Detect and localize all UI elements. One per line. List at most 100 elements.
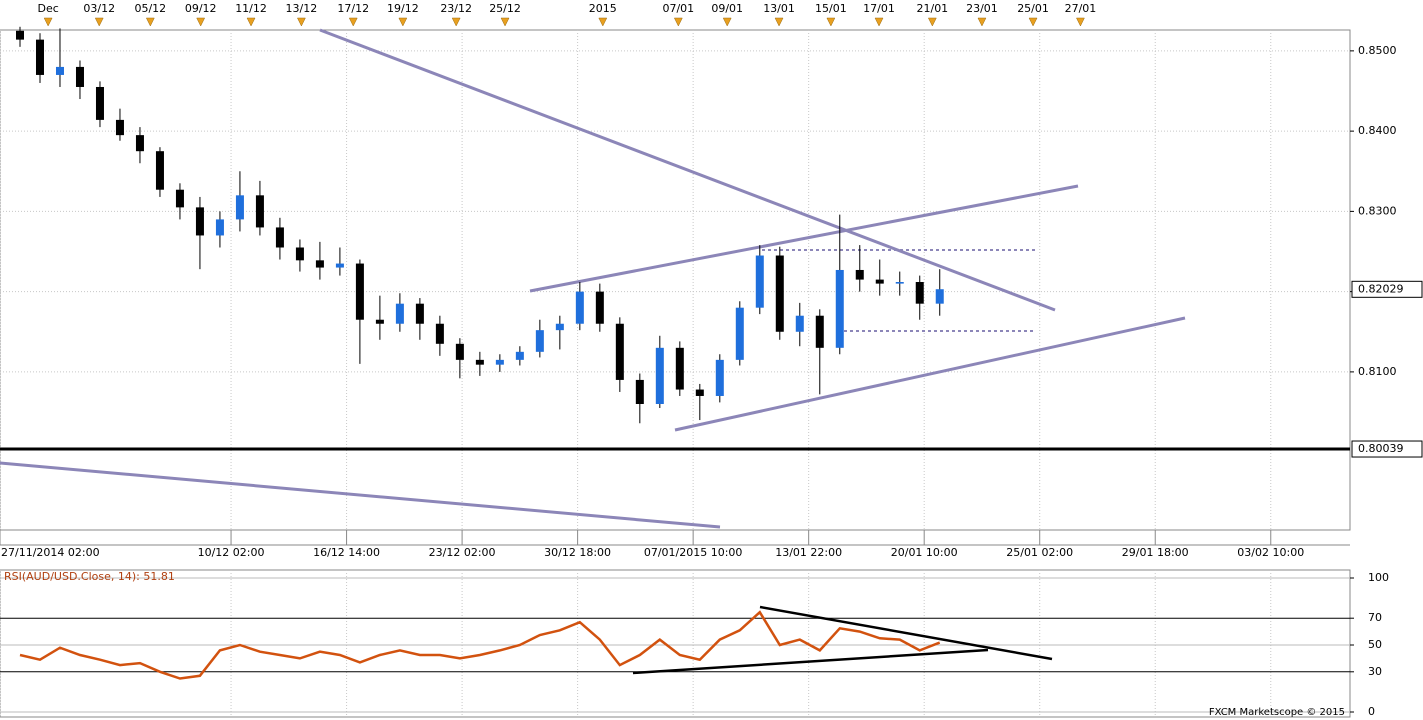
candle [195, 196, 204, 270]
date-marker [500, 17, 510, 27]
candle-body [515, 351, 524, 360]
candle-body [435, 323, 444, 344]
date-marker [1028, 17, 1038, 27]
trend-line [674, 316, 1186, 432]
top-tick-label: 19/12 [387, 2, 419, 15]
candle-body [275, 227, 284, 248]
candle [855, 245, 864, 292]
date-marker [451, 17, 461, 27]
y-tick-label: 50 [1368, 638, 1382, 651]
candle-body [15, 30, 24, 40]
candle [775, 246, 784, 340]
top-tick-label: Dec [37, 2, 58, 15]
top-tick-label: 09/01 [711, 2, 743, 15]
date-marker [673, 17, 683, 27]
candle [335, 247, 344, 276]
price-line-label: 0.80039 [1358, 442, 1404, 455]
candle-body [635, 379, 644, 404]
candle [415, 298, 424, 340]
candle [755, 245, 764, 315]
top-tick-label: 07/01 [662, 2, 694, 15]
top-tick-label: 25/12 [489, 2, 521, 15]
candle [715, 354, 724, 403]
y-tick-label: 100 [1368, 571, 1389, 584]
candle-body [495, 359, 504, 365]
candle-body [695, 389, 704, 396]
top-tick-label: 15/01 [815, 2, 847, 15]
candle [355, 259, 364, 364]
candle-body [595, 291, 604, 324]
candle-body [895, 282, 904, 284]
candle-body [235, 195, 244, 220]
top-tick-label: 23/12 [440, 2, 472, 15]
last-price-label: 0.82029 [1358, 282, 1404, 295]
date-marker [774, 17, 784, 27]
rsi-trend-line [632, 648, 989, 675]
date-marker [874, 17, 884, 27]
candle-body [475, 359, 484, 365]
candle-body [755, 255, 764, 308]
candle [555, 315, 564, 350]
candle [675, 341, 684, 396]
candle-body [355, 263, 364, 320]
candle-body [255, 195, 264, 228]
candle-body [55, 66, 64, 75]
candle [235, 171, 244, 232]
top-tick-label: 27/01 [1065, 2, 1097, 15]
candle [895, 271, 904, 296]
candle-body [195, 207, 204, 236]
x-tick-label: 20/01 10:00 [891, 546, 958, 559]
trend-line [319, 28, 1056, 312]
candle-body [415, 303, 424, 324]
y-tick-label: 0.8100 [1358, 365, 1397, 378]
x-tick-label: 13/01 22:00 [775, 546, 842, 559]
top-tick-label: 23/01 [966, 2, 998, 15]
candle [135, 127, 144, 164]
candle [615, 317, 624, 392]
candle-body [715, 359, 724, 396]
date-marker [348, 17, 358, 27]
candle [55, 28, 64, 87]
price-panel [0, 29, 1351, 531]
y-tick-label: 0.8400 [1358, 124, 1397, 137]
x-tick-label: 25/01 02:00 [1006, 546, 1073, 559]
date-marker [977, 17, 987, 27]
top-tick-label: 03/12 [83, 2, 115, 15]
candle-body [115, 119, 124, 136]
candle-body [375, 319, 384, 324]
candle [155, 147, 164, 197]
candle [35, 33, 44, 83]
candle-body [935, 289, 944, 304]
date-marker [722, 17, 732, 27]
x-tick-label: 30/12 18:00 [544, 546, 611, 559]
candle [795, 302, 804, 347]
candle-body [35, 39, 44, 75]
candle-body [675, 347, 684, 390]
date-marker [246, 17, 256, 27]
x-tick-label: 03/02 10:00 [1237, 546, 1304, 559]
candle-body [835, 269, 844, 348]
candle [655, 335, 664, 409]
candle [535, 319, 544, 358]
trend-lines [0, 28, 1186, 675]
y-tick-label: 30 [1368, 665, 1382, 678]
candle-body [535, 330, 544, 352]
candle [275, 217, 284, 260]
candle [295, 239, 304, 272]
candle-body [295, 247, 304, 261]
candle-body [915, 282, 924, 304]
candle [215, 211, 224, 248]
candle [475, 351, 484, 376]
candle [815, 309, 824, 395]
y-tick-label: 70 [1368, 611, 1382, 624]
top-tick-label: 25/01 [1017, 2, 1049, 15]
candle-body [335, 263, 344, 268]
x-tick-label: 23/12 02:00 [429, 546, 496, 559]
candle-body [575, 291, 584, 324]
candle-body [655, 347, 664, 404]
candle-body [555, 323, 564, 331]
rsi-title: RSI(AUD/USD.Close, 14): 51.81 [4, 570, 175, 583]
x-tick-label: 27/11/2014 02:00 [1, 546, 100, 559]
x-tick-label: 29/01 18:00 [1122, 546, 1189, 559]
